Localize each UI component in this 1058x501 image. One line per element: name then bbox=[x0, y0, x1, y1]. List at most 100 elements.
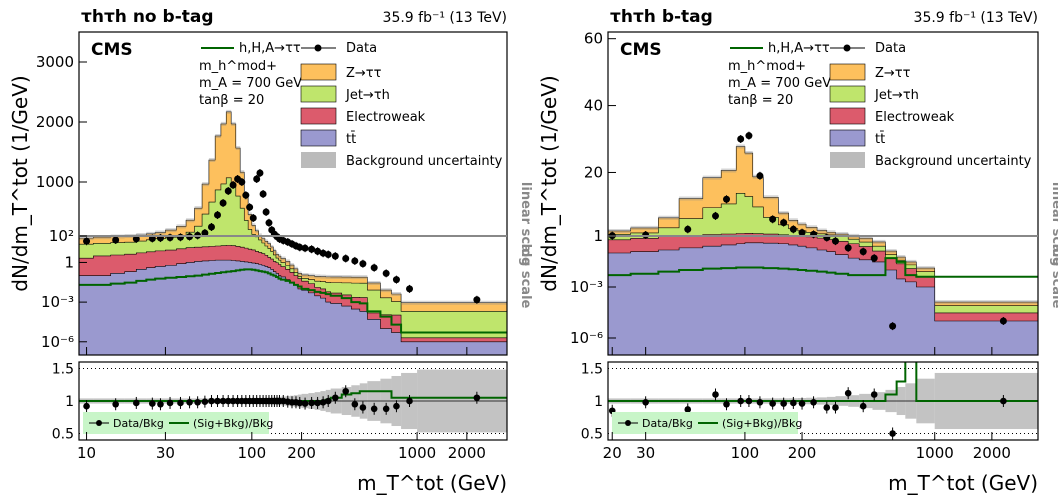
ratio-data-point bbox=[769, 400, 776, 407]
linear-scale-label: linear scale bbox=[518, 182, 533, 266]
ratio-data-point bbox=[214, 397, 221, 405]
ratio-data-point bbox=[201, 398, 209, 405]
panel-title: τhτh no b-tag bbox=[81, 7, 214, 27]
ratio-data-point bbox=[308, 399, 315, 407]
signal-model-text: m_A = 700 GeV bbox=[728, 76, 831, 91]
ratio-frame bbox=[607, 361, 1039, 441]
x-tick-label: 30 bbox=[156, 444, 175, 462]
ratio-data-point bbox=[229, 397, 237, 405]
data-point bbox=[999, 317, 1007, 325]
ratio-data-point bbox=[314, 399, 321, 407]
lumi-label: 35.9 fb⁻¹ (13 TeV) bbox=[383, 10, 507, 26]
legend-label: Z→ττ bbox=[346, 66, 382, 81]
panel-title: τhτh b-tag bbox=[610, 7, 713, 27]
legend-swatch bbox=[300, 63, 337, 81]
ratio-data-point bbox=[370, 405, 378, 413]
x-axis-label: m_T^tot (GeV) bbox=[888, 471, 1038, 495]
data-point bbox=[229, 181, 237, 189]
legend-label: Jet→τh bbox=[874, 88, 919, 103]
signal-model-text: m_h^mod+ bbox=[199, 59, 277, 74]
data-point bbox=[249, 214, 257, 222]
ratio-data-point bbox=[149, 400, 156, 407]
ratio-data-point bbox=[642, 399, 649, 406]
ratio-data-point bbox=[177, 399, 184, 407]
ratio-data-point bbox=[219, 397, 227, 405]
data-point bbox=[176, 233, 184, 241]
legend-data-label: Data bbox=[875, 41, 906, 56]
ratio-y-tick-label: 1.5 bbox=[581, 362, 603, 378]
log-scale-label: log scale bbox=[1049, 244, 1058, 309]
panel-2: 20 40 60 1 10⁻³ 10⁻⁶ dN/dm_T^tot (1/GeV) linear… bbox=[537, 7, 1058, 495]
plot-area bbox=[608, 131, 1038, 355]
x-tick-label: 1000 bbox=[916, 444, 954, 462]
legend-data-marker bbox=[843, 44, 851, 52]
data-point bbox=[780, 219, 788, 227]
signal-model-text: m_h^mod+ bbox=[728, 59, 806, 74]
ratio-data-point bbox=[406, 397, 413, 405]
log-scale-label: log scale bbox=[518, 244, 533, 309]
ratio-legend-sig-label: (Sig+Bkg)/Bkg bbox=[722, 417, 802, 430]
data-point bbox=[712, 212, 720, 220]
ratio-data-point bbox=[359, 404, 367, 411]
data-point bbox=[112, 236, 120, 244]
ratio-data-point bbox=[382, 405, 390, 413]
y-tick-label: 1000 bbox=[36, 173, 74, 191]
data-point bbox=[314, 247, 322, 255]
x-tick-label: 30 bbox=[636, 444, 655, 462]
data-point bbox=[844, 244, 852, 252]
ratio-data-point bbox=[157, 400, 164, 408]
data-point bbox=[789, 225, 797, 233]
legend-label: Jet→τh bbox=[345, 88, 390, 103]
ratio-data-point bbox=[798, 400, 806, 407]
y-tick-label: 2000 bbox=[36, 113, 74, 131]
data-point bbox=[301, 244, 309, 252]
ratio-data-point bbox=[889, 430, 896, 437]
ratio-data-point bbox=[756, 399, 764, 406]
y-tick-label: 10⁻³ bbox=[570, 278, 603, 296]
x-tick-label: 10 bbox=[77, 444, 96, 462]
x-tick-label: 200 bbox=[287, 444, 316, 462]
cms-label: CMS bbox=[620, 40, 662, 60]
data-point bbox=[308, 245, 316, 253]
background-uncertainty-band bbox=[79, 109, 507, 305]
data-point bbox=[246, 203, 254, 211]
ratio-data-point bbox=[194, 399, 201, 406]
ratio-data-point bbox=[224, 397, 232, 405]
data-point bbox=[798, 229, 806, 237]
x-axis-label: m_T^tot (GeV) bbox=[357, 471, 507, 495]
ratio-data-point bbox=[166, 399, 174, 407]
legend-swatch bbox=[300, 85, 337, 103]
legend-label: Electroweak bbox=[346, 110, 426, 125]
data-point bbox=[473, 296, 481, 304]
signal-line bbox=[79, 268, 507, 334]
ratio-legend-data-marker bbox=[625, 420, 631, 426]
ratio-y-tick-label: 0.5 bbox=[581, 427, 603, 443]
legend-signal-label: h,H,A→ττ bbox=[768, 41, 830, 56]
y-axis-label: dN/dm_T^tot (1/GeV) bbox=[8, 75, 32, 291]
ratio-y-tick-label: 1.5 bbox=[52, 362, 74, 378]
ratio-data-point bbox=[133, 399, 140, 407]
data-point bbox=[859, 248, 867, 256]
ratio-y-tick-label: 0.5 bbox=[52, 427, 74, 443]
data-point bbox=[324, 250, 332, 258]
ratio-plot bbox=[79, 368, 507, 434]
y-tick-label: 60 bbox=[584, 30, 603, 48]
data-point bbox=[242, 191, 250, 199]
data-point bbox=[359, 260, 367, 268]
ratio-y-tick-label: 1 bbox=[65, 394, 74, 410]
legend-label: Background uncertainty bbox=[875, 154, 1032, 169]
data-point bbox=[214, 211, 222, 219]
ratio-data-point bbox=[790, 399, 797, 407]
lumi-label: 35.9 fb⁻¹ (13 TeV) bbox=[914, 10, 1038, 26]
ratio-data-point bbox=[296, 399, 304, 407]
x-tick-label: 200 bbox=[788, 444, 817, 462]
y-tick-label: 10⁻⁶ bbox=[570, 329, 603, 347]
legend-swatch bbox=[300, 107, 337, 125]
signal-model-text: tanβ = 20 bbox=[199, 93, 264, 108]
ratio-data-point bbox=[780, 400, 787, 407]
data-point bbox=[831, 237, 839, 245]
legend-swatch bbox=[829, 107, 866, 125]
data-point bbox=[737, 135, 745, 143]
data-point bbox=[406, 285, 414, 293]
data-point bbox=[132, 235, 140, 243]
